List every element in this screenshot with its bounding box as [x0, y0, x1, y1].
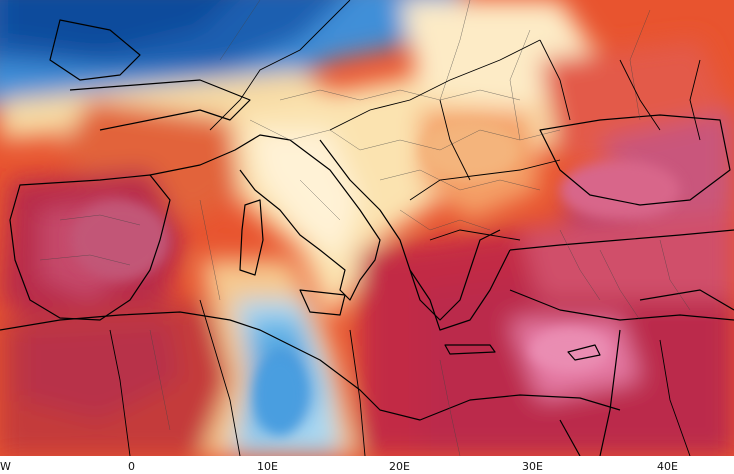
axis-label-w: W [0, 460, 11, 473]
axis-label-10e: 10E [257, 460, 278, 473]
x-axis-labels: W 0 10E 20E 30E 40E [0, 460, 678, 473]
country-borders [109, 0, 701, 456]
axis-label-0: 0 [128, 460, 135, 473]
axis-label-40e: 40E [657, 460, 678, 473]
axis-band [0, 456, 734, 474]
axis-label-20e: 20E [389, 460, 410, 473]
admin-borders [39, 0, 691, 456]
coastlines [0, 19, 734, 456]
axis-label-30e: 30E [522, 460, 543, 473]
